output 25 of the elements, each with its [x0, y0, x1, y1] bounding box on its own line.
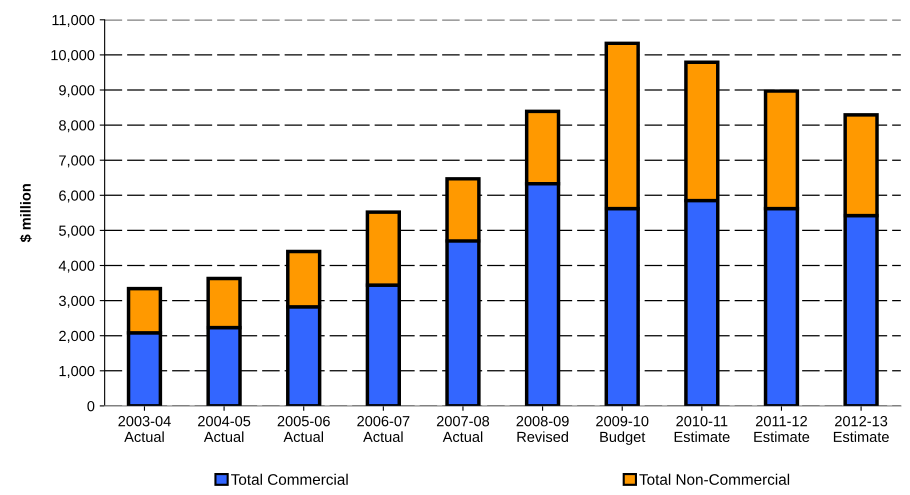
x-tick-label: 2011-12 Estimate — [754, 416, 810, 442]
x-tick-label: 2005-06 Actual — [278, 416, 330, 442]
x-tick-label: 2010-11 Estimate — [674, 416, 730, 442]
y-tick-label: 9,000 — [59, 85, 94, 98]
y-tick-label: 4,000 — [58, 260, 94, 273]
y-tick-label: 11,000 — [52, 14, 94, 27]
y-tick-label: 3,000 — [58, 296, 94, 308]
y-axis-title: $ million — [20, 184, 32, 242]
x-tick-label: 2006-07 Actual — [357, 416, 410, 442]
x-tick-label: 2008-09 Revised — [516, 416, 569, 442]
y-tick-label: 2,000 — [59, 330, 94, 343]
y-tick-label: 8,000 — [59, 120, 94, 132]
legend-label: Total Non-Commercial — [639, 474, 790, 485]
x-tick-label: 2012-13 Estimate — [834, 416, 889, 442]
y-tick-label: 5,000 — [59, 226, 94, 238]
y-tick-label: 10,000 — [51, 50, 94, 62]
y-tick-label: 7,000 — [59, 155, 94, 168]
x-tick-label: 2009-10 Budget — [596, 416, 648, 445]
x-tick-label: 2003-04 Actual — [118, 416, 171, 442]
legend-label: Total Commercial — [231, 474, 348, 485]
y-tick-label: 6,000 — [59, 190, 94, 202]
x-tick-label: 2004-05 Actual — [198, 416, 250, 442]
x-tick-label: 2007-08 Actual — [436, 416, 490, 442]
y-tick-label: 0 — [87, 401, 94, 412]
y-tick-label: 1,000 — [60, 366, 94, 378]
